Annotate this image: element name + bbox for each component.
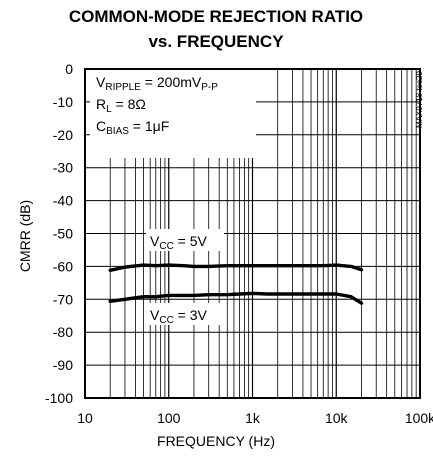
x-tick-labels: 10 100 1k 10k 100k [77,410,433,426]
y-tick-label: -80 [53,324,73,340]
chart-subtitle: vs. FREQUENCY [148,32,284,51]
y-tick-label: -60 [53,258,73,274]
bias-condition: CBIAS = 1μF [96,118,169,137]
y-tick-labels: 0 -10 -20 -30 -40 -50 -60 -70 -80 -90 -100 [45,61,73,406]
part-code: MAX9718 toc29 [415,71,424,128]
y-tick-label: -20 [53,127,73,143]
x-tick-label: 10 [77,410,93,426]
series-line-5v [108,263,364,272]
y-axis-label: CMRR (dB) [17,200,33,272]
plot-frame [84,68,421,399]
y-tick-label: -30 [53,160,73,176]
series-label-3v: VCC = 3V [150,307,208,326]
y-tick-label: -100 [45,390,73,406]
label-3v: VCC = 3V [146,303,224,326]
y-tick-label: -10 [53,94,73,110]
x-tick-label: 100 [157,410,181,426]
series-line-3v [108,291,364,305]
y-tick-label: -70 [53,291,73,307]
y-tick-label: -50 [53,226,73,242]
load-condition: RL = 8Ω [96,96,146,115]
y-tick-label: -90 [53,357,73,373]
ripple-condition: VRIPPLE = 200mVP-P [96,74,218,93]
x-tick-label: 10k [325,410,349,426]
x-tick-label: 100k [405,410,433,426]
label-5v-backdrop [146,229,224,251]
y-tick-label: 0 [65,61,73,77]
x-tick-label: 1k [245,410,261,426]
x-axis-label: FREQUENCY (Hz) [157,433,275,449]
label-3v-backdrop [146,303,224,325]
label-5v: VCC = 5V [146,229,224,252]
conditions-backdrop [90,70,256,158]
conditions-box: VRIPPLE = 200mVP-P RL = 8Ω CBIAS = 1μF [90,70,256,158]
series-label-5v: VCC = 5V [150,233,208,252]
data-curves [108,263,364,305]
y-tick-label: -40 [53,193,73,209]
chart-title: COMMON-MODE REJECTION RATIO [69,7,363,26]
